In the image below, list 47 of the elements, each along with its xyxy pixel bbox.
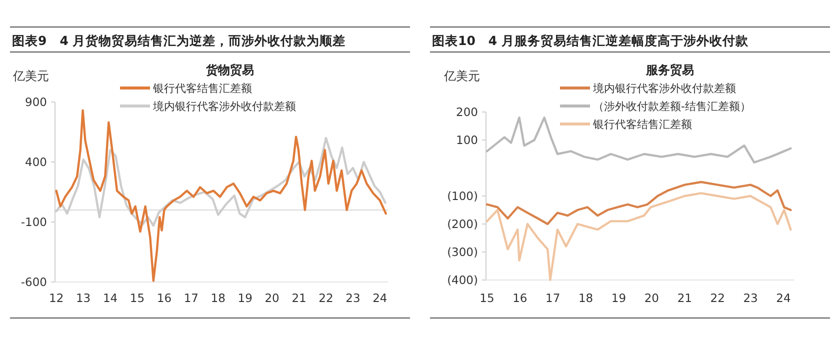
y-axis-title: 亿美元 [443, 69, 480, 83]
legend-title: 服务贸易 [645, 63, 694, 77]
x-tick-label: 12 [49, 291, 64, 305]
x-tick-label: 21 [292, 291, 306, 305]
y-tick-label: (200) [447, 217, 478, 231]
legend-label: 银行代客结售汇差额 [152, 82, 252, 95]
y-tick-label: -600 [20, 275, 47, 289]
y-tick-label: 900 [25, 95, 47, 109]
y-tick-label: (100) [447, 189, 478, 203]
y-tick-label: 100 [456, 133, 478, 147]
legend-label: 境内银行代客涉外收付款差额 [152, 100, 296, 113]
x-tick-label: 22 [318, 291, 334, 305]
x-tick-label: 19 [611, 291, 626, 305]
x-tick-label: 23 [346, 291, 360, 305]
x-tick-label: 22 [710, 291, 725, 305]
x-tick-label: 21 [677, 291, 692, 305]
x-tick-label: 24 [776, 291, 791, 305]
legend-label: （涉外收付款差额-结售汇差额） [593, 100, 751, 113]
x-tick-label: 19 [238, 291, 252, 305]
chart-title: 图表9 4 月货物贸易结售汇为逆差，而涉外收付款为顺差 [12, 33, 346, 48]
x-tick-label: 17 [184, 291, 198, 305]
line-series [486, 180, 792, 226]
chart-title: 图表10 4 月服务贸易结售汇逆差幅度高于涉外收付款 [432, 33, 750, 48]
legend-label: 银行代客结售汇差额 [592, 118, 692, 131]
x-tick-label: 18 [578, 291, 594, 305]
x-tick-label: 13 [76, 291, 91, 305]
legend-label: 境内银行代客涉外收付款差额 [592, 82, 736, 95]
y-tick-label: (400) [447, 273, 478, 287]
x-tick-label: 15 [130, 291, 145, 305]
y-axis-title: 亿美元 [12, 69, 49, 83]
x-tick-label: 20 [644, 291, 660, 305]
y-tick-label: 200 [456, 105, 478, 119]
line-series [486, 116, 792, 164]
x-tick-label: 18 [210, 291, 226, 305]
x-tick-label: 14 [102, 291, 118, 305]
y-tick-label: (300) [447, 245, 478, 259]
x-tick-label: 16 [512, 291, 528, 305]
line-series [486, 192, 792, 282]
x-tick-label: 24 [372, 291, 388, 305]
x-tick-label: 15 [480, 291, 494, 305]
x-tick-label: 23 [743, 291, 758, 305]
y-tick-label: -100 [20, 215, 47, 229]
x-tick-label: 16 [156, 291, 172, 305]
legend-title: 货物贸易 [205, 63, 254, 77]
x-tick-label: 17 [546, 291, 560, 305]
x-tick-label: 20 [264, 291, 280, 305]
y-tick-label: 400 [25, 155, 47, 169]
